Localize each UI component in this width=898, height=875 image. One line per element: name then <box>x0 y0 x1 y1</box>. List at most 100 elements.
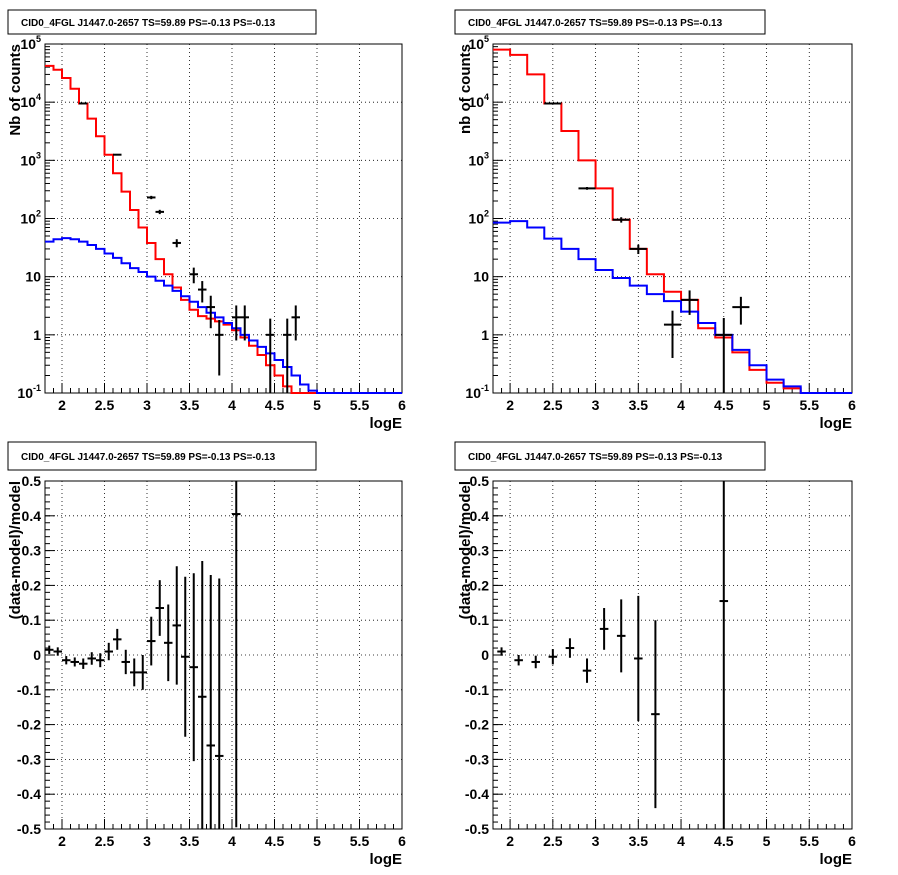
x-tick-label: 2 <box>506 833 514 849</box>
chart-panel-3: 2 2.5 3 3.5 4 4.5 5 5.5 6 -0.5 -0.4 -0.3 -0.2 -0.1 0 0.… <box>7 441 406 868</box>
y-tick-label: 0.1 <box>22 612 42 628</box>
y-tick-label: 0 <box>33 647 41 663</box>
y-tick-label: 0.3 <box>470 543 490 559</box>
y-tick-label: -0.1 <box>17 682 41 698</box>
x-tick-label: 2 <box>58 833 66 849</box>
tick-exponent: 3 <box>484 150 489 160</box>
x-tick-label: 5 <box>313 397 321 413</box>
y-tick-label: 10 <box>25 269 41 285</box>
panel-title: CID0_4FGL J1447.0-2657 TS=59.89 PS=-0.13… <box>21 18 276 29</box>
y-tick-label: -0.3 <box>17 751 41 767</box>
x-tick-label: 6 <box>848 397 856 413</box>
y-tick-label: 103 <box>468 150 489 168</box>
panel-title: CID0_4FGL J1447.0-2657 TS=59.89 PS=-0.13… <box>21 452 276 463</box>
series-line-1 <box>45 64 402 394</box>
panel-title-box <box>454 9 766 35</box>
y-tick-label: 0.2 <box>470 577 490 593</box>
x-tick-label: 6 <box>398 833 406 849</box>
x-tick-label: 3.5 <box>629 397 649 413</box>
y-tick-label: 104 <box>20 92 41 110</box>
y-tick-label: 0.2 <box>22 577 42 593</box>
x-tick-label: 3.5 <box>629 833 649 849</box>
y-tick-label: 104 <box>468 92 489 110</box>
y-tick-label: -0.1 <box>465 682 489 698</box>
x-tick-label: 2 <box>506 397 514 413</box>
x-tick-label: 3.5 <box>180 397 200 413</box>
x-tick-label: 4.5 <box>714 397 734 413</box>
x-tick-label: 2.5 <box>543 397 563 413</box>
y-tick-label: 105 <box>468 34 489 52</box>
y-tick-label: -0.2 <box>465 717 489 733</box>
y-tick-label: -0.3 <box>465 751 489 767</box>
y-axis-title: (data-model)/model <box>7 481 24 619</box>
x-tick-label: 4.5 <box>265 397 285 413</box>
x-tick-label: 4 <box>677 397 685 413</box>
tick-exponent: -1 <box>33 383 41 393</box>
x-tick-label: 5.5 <box>350 397 370 413</box>
y-tick-label: 10-1 <box>465 383 489 401</box>
panel-title: CID0_4FGL J1447.0-2657 TS=59.89 PS=-0.13… <box>468 18 723 29</box>
x-tick-label: 5.5 <box>800 833 820 849</box>
y-tick-label: 0.5 <box>22 473 42 489</box>
x-tick-label: 2.5 <box>95 397 115 413</box>
x-tick-label: 4.5 <box>714 833 734 849</box>
y-tick-label: -0.4 <box>17 786 41 802</box>
y-tick-label: 0.1 <box>470 612 490 628</box>
x-axis-title: logE <box>370 851 403 868</box>
y-tick-label: -0.5 <box>17 821 41 837</box>
x-tick-label: 6 <box>398 397 406 413</box>
y-tick-label: 103 <box>20 150 41 168</box>
y-axis-title: Nb of counts <box>7 44 24 136</box>
y-tick-label: -0.4 <box>465 786 489 802</box>
chart-panel-1: 2 2.5 3 3.5 4 4.5 5 5.5 6 10-1 1 10 102 103 104 105 CID0… <box>7 9 406 432</box>
y-tick-label: 10-1 <box>17 383 41 401</box>
x-tick-label: 4 <box>228 833 236 849</box>
y-tick-label: 1 <box>481 327 489 343</box>
plot-frame <box>492 480 853 830</box>
y-tick-label: 102 <box>20 209 41 227</box>
x-tick-label: 3 <box>592 833 600 849</box>
x-tick-label: 5 <box>763 397 771 413</box>
y-axis-title: nb of counts <box>457 44 474 134</box>
x-tick-label: 2.5 <box>543 833 563 849</box>
panel-title: CID0_4FGL J1447.0-2657 TS=59.89 PS=-0.13… <box>468 452 723 463</box>
y-tick-label: 1 <box>33 327 41 343</box>
y-tick-label: 0.3 <box>22 543 42 559</box>
y-tick-label: 0.4 <box>22 508 42 524</box>
tick-exponent: 4 <box>484 92 489 102</box>
x-tick-label: 3 <box>143 833 151 849</box>
x-tick-label: 4 <box>677 833 685 849</box>
x-axis-title: logE <box>820 851 853 868</box>
panel-title-box <box>7 9 317 35</box>
y-tick-label: -0.2 <box>17 717 41 733</box>
x-tick-label: 3 <box>143 397 151 413</box>
y-tick-label: 105 <box>20 34 41 52</box>
x-tick-label: 5 <box>763 833 771 849</box>
tick-exponent: 2 <box>36 209 41 219</box>
tick-exponent: 5 <box>36 34 41 44</box>
y-tick-label: 0.4 <box>470 508 490 524</box>
panel-title-box <box>7 441 317 471</box>
plot-frame <box>44 480 403 830</box>
x-axis-title: logE <box>370 415 403 432</box>
tick-exponent: -1 <box>481 383 489 393</box>
chart-panel-4: 2 2.5 3 3.5 4 4.5 5 5.5 6 -0.5 -0.4 -0.3 -0.2 -0.1 0 0.… <box>454 441 856 868</box>
plot-frame <box>44 43 403 394</box>
y-tick-label: 10 <box>473 269 489 285</box>
y-tick-label: 0 <box>481 647 489 663</box>
y-tick-label: -0.5 <box>465 821 489 837</box>
x-tick-label: 5.5 <box>350 833 370 849</box>
x-tick-label: 4 <box>228 397 236 413</box>
x-tick-label: 4.5 <box>265 833 285 849</box>
x-axis-title: logE <box>820 415 853 432</box>
x-tick-label: 5 <box>313 833 321 849</box>
panel-title-box <box>454 441 766 471</box>
series-line-2 <box>493 220 852 394</box>
tick-exponent: 2 <box>484 209 489 219</box>
x-tick-label: 2.5 <box>95 833 115 849</box>
chart-panel-2: 2 2.5 3 3.5 4 4.5 5 5.5 6 10-1 1 10 102 103 104 105 CID0… <box>454 9 856 432</box>
x-tick-label: 5.5 <box>800 397 820 413</box>
tick-exponent: 3 <box>36 150 41 160</box>
y-tick-label: 102 <box>468 209 489 227</box>
